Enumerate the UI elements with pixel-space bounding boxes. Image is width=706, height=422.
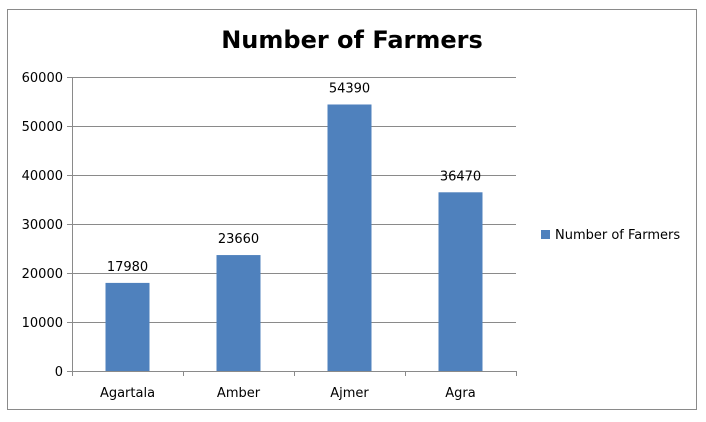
bars: [105, 104, 483, 371]
bar-amber: [216, 255, 261, 371]
y-tick-label: 40000: [22, 169, 63, 184]
y-tick-label: 50000: [22, 120, 63, 135]
x-tick-label: Agra: [445, 386, 475, 401]
x-tick-label: Ajmer: [330, 386, 369, 401]
y-tick-label: 60000: [22, 71, 63, 86]
y-tick-label: 0: [55, 365, 63, 380]
y-tick-label: 10000: [22, 316, 63, 331]
bar-agartala: [105, 282, 150, 371]
legend-swatch: [541, 230, 550, 239]
bar-agra: [438, 192, 483, 371]
data-labels: 17980 23660 54390 36470: [107, 81, 481, 274]
legend-label: Number of Farmers: [555, 228, 680, 243]
data-label: 17980: [107, 260, 148, 275]
y-tick-label: 20000: [22, 267, 63, 282]
chart-title: Number of Farmers: [221, 26, 483, 54]
axes: 0 10000 20000 30000 40000 50000 60000 Agartala A…: [22, 71, 517, 401]
x-tick-label: Amber: [217, 386, 261, 401]
legend: Number of Farmers: [541, 228, 680, 243]
x-tick-label: Agartala: [100, 386, 155, 401]
y-tick-label: 30000: [22, 218, 63, 233]
data-label: 36470: [440, 169, 481, 184]
bar-ajmer: [327, 104, 372, 371]
data-label: 54390: [329, 81, 370, 96]
data-label: 23660: [218, 232, 259, 247]
